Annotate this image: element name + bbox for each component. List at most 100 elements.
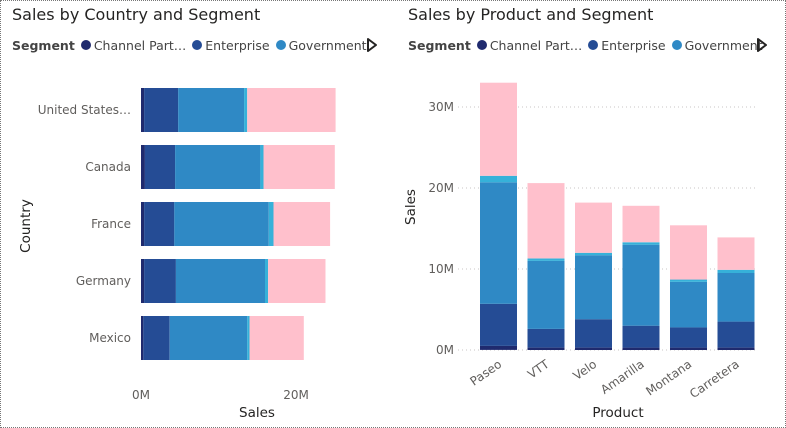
bar-segment [247,316,250,360]
legend-label: Government [684,37,763,53]
bar-segment [527,347,565,350]
bar-segment [480,345,517,350]
legend-label: Government [288,37,367,53]
bar-segment [141,259,145,303]
legend-item-enterprise[interactable]: Enterprise [192,37,270,53]
legend-dot-icon [192,40,203,50]
category-tick-label: Amarilla [598,357,647,397]
bar-segment [527,258,565,261]
bar-segment [717,347,755,350]
category-tick-label: Germany [76,274,131,288]
bar-segment [717,237,755,270]
bar-segment [260,145,264,189]
bar-segment [622,347,660,350]
bar-segment [717,273,755,322]
bar-segment [141,202,145,246]
legend-label: Enterprise [601,37,666,53]
legend-next-arrow-icon[interactable] [754,36,770,54]
y-tick-label: 20M [428,181,454,195]
bar-segment [480,182,517,304]
category-tick-label: France [91,217,131,231]
bar-segment [268,259,326,303]
legend-title: Segment [12,37,75,53]
category-tick-label: Mexico [89,331,131,345]
legend-dot-icon [80,40,91,50]
bar-segment [141,316,144,360]
bar-segment [263,145,335,189]
bar-segment [175,145,261,189]
bar-segment [141,88,145,132]
chart-title: Sales by Product and Segment [408,5,654,24]
bar-segment [670,279,707,282]
chart-legend: Segment Channel Part… Enterprise Governm… [12,36,373,54]
legend-item-enterprise[interactable]: Enterprise [588,37,666,53]
bar-segment [575,255,612,320]
bar-segment [178,88,245,132]
bar-segment [717,269,755,273]
bar-segment [622,244,660,326]
bar-segment [480,175,517,183]
legend-next-arrow-icon[interactable] [364,36,380,54]
legend-dot-icon [588,40,599,50]
legend-item-channel-partners[interactable]: Channel Part… [80,37,187,53]
bar-segment [670,347,707,350]
legend-label: Channel Part… [93,37,187,53]
y-tick-label: 0M [436,343,454,357]
legend-label: Channel Part… [489,37,583,53]
legend-item-channel-partners[interactable]: Channel Part… [476,37,583,53]
visual-sales-by-country[interactable]: Sales by Country and Segment Segment Cha… [0,0,392,428]
bar-segment [527,260,565,329]
bar-segment [144,202,175,246]
category-tick-label: United States… [38,103,131,117]
bar-segment [622,325,660,348]
category-tick-label: Velo [570,357,599,383]
bar-chart-vertical: 0M 10M 20M 30M Paseo VTT VeloAmarillaMontanaCa… [403,82,756,421]
y-tick-label: 10M [428,262,454,276]
bar-segment [670,327,707,348]
visual-sales-by-product[interactable]: Sales by Product and Segment Segment Cha… [396,0,786,428]
chart-legend: Segment Channel Part… Enterprise Governm… [408,36,769,54]
bar-segment [717,321,755,348]
bar-segment [141,145,145,189]
bar-segment [143,316,170,360]
bar-segment [575,347,612,350]
category-tick-label: Montana [643,357,694,398]
legend-dot-icon [275,40,286,50]
bar-segment [527,328,565,348]
y-axis-title: Sales [403,189,419,225]
bar-segment [268,202,274,246]
bar-segment [480,82,517,176]
bar-segment [480,303,517,346]
bar-segment [670,282,707,328]
bar-chart-horizontal: United States… Canada France Germany Mexico 0… [18,88,336,421]
bar-segment [144,259,176,303]
bar-segment [174,202,269,246]
bar-segment [575,319,612,348]
bar-segment [575,202,612,253]
category-tick-label: Canada [85,160,131,174]
legend-dot-icon [671,40,682,50]
bar-segment [249,316,304,360]
bar-segment [670,225,707,280]
bar-segment [175,259,265,303]
bar-segment [622,205,660,243]
x-axis-title: Sales [239,405,275,421]
bar-segment [527,183,565,259]
category-tick-label: VTT [525,357,552,382]
bar-segment [144,88,179,132]
x-axis-title: Product [592,405,643,421]
category-tick-label: Paseo [467,357,504,389]
x-tick-label: 0M [132,388,150,402]
y-axis-title: Country [18,199,34,253]
legend-item-government[interactable]: Government [275,37,367,53]
bar-segment [265,259,269,303]
bar-segment [273,202,331,246]
bar-segment [575,252,612,256]
bar-segment [622,242,660,245]
legend-label: Enterprise [205,37,270,53]
legend-item-government[interactable]: Government [671,37,763,53]
legend-title: Segment [408,37,471,53]
y-tick-label: 30M [428,100,454,114]
legend-dot-icon [476,40,487,50]
bar-segment [244,88,248,132]
